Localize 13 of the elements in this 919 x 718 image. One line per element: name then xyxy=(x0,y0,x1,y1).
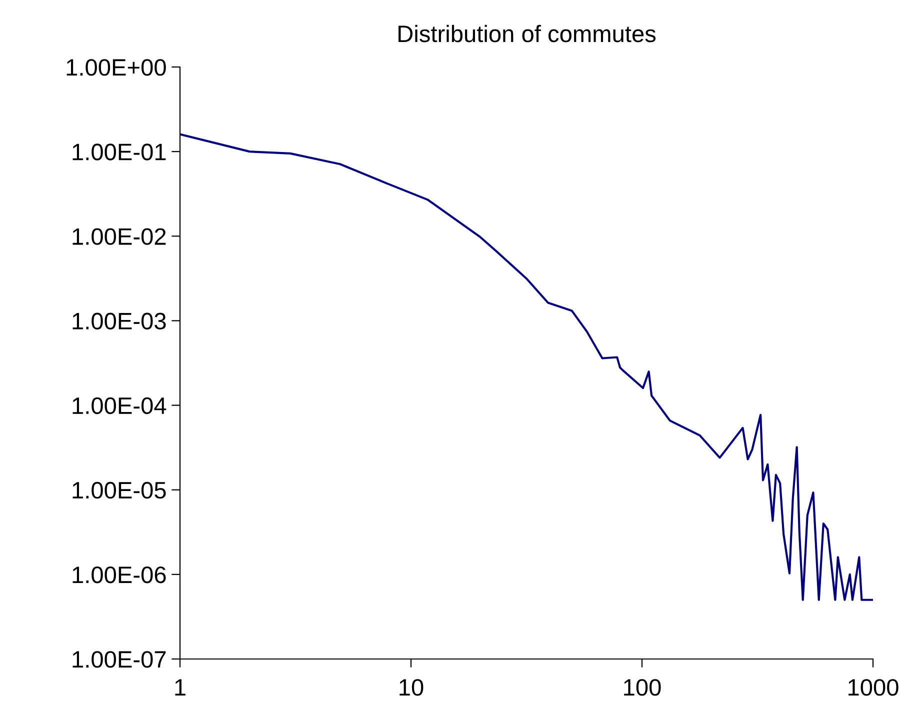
y-tick-label: 1.00E-05 xyxy=(72,482,166,499)
y-tick-label: 1.00E+00 xyxy=(66,59,166,76)
chart-title: Distribution of commutes xyxy=(398,24,656,42)
x-tick-label: 1000 xyxy=(848,679,898,696)
x-tick-label: 10 xyxy=(400,679,424,696)
y-tick-label: 1.00E-07 xyxy=(72,651,166,668)
y-tick-label: 1.00E-06 xyxy=(72,566,166,584)
y-tick-label: 1.00E-02 xyxy=(72,228,166,245)
x-tick-label: 100 xyxy=(624,679,661,696)
x-tick-label: 1 xyxy=(175,679,186,696)
y-tick-label: 1.00E-03 xyxy=(72,312,166,330)
y-tick-label: 1.00E-01 xyxy=(72,144,166,160)
y-tick-label: 1.00E-04 xyxy=(72,397,166,414)
